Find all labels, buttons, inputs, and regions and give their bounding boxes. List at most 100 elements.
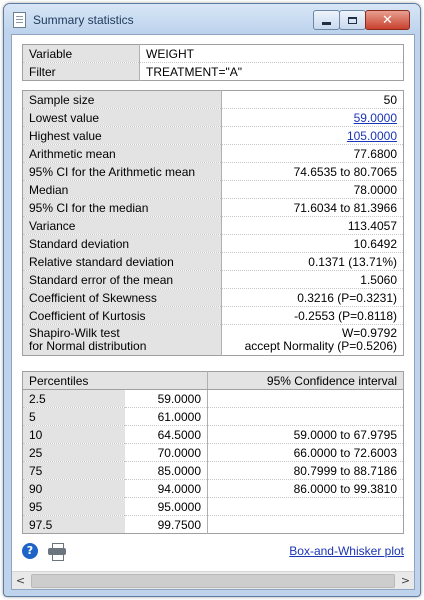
- normality-value: W=0.9792 accept Normality (P=0.5206): [221, 324, 404, 356]
- stat-value: 105.0000: [221, 126, 404, 145]
- stat-value: 50: [221, 90, 404, 109]
- percentile-value: 95.0000: [125, 497, 208, 516]
- stat-row: 95% CI for the Arithmetic mean 74.6535 to…: [22, 162, 404, 181]
- stat-value-text: 113.4057: [347, 218, 397, 233]
- report-content: Variable WEIGHT Filter TREATMENT="A" Sam…: [11, 34, 415, 590]
- percentile-value: 85.0000: [125, 461, 208, 480]
- percentile-row: 5 61.0000: [22, 407, 404, 426]
- filter-row: Filter TREATMENT="A": [22, 62, 404, 81]
- maximize-icon: [348, 16, 357, 24]
- percentile-value: 61.0000: [125, 407, 208, 426]
- title-bar[interactable]: Summary statistics ✕: [4, 4, 420, 34]
- percentile-label: 2.5: [22, 389, 125, 408]
- stat-value: 59.0000: [221, 108, 404, 127]
- stat-label: Arithmetic mean: [22, 144, 222, 163]
- stat-label: Relative standard deviation: [22, 252, 222, 271]
- stat-label: 95% CI for the Arithmetic mean: [22, 162, 222, 181]
- percentiles-header-row: Percentiles 95% Confidence interval: [22, 371, 404, 390]
- percentile-value: 70.0000: [125, 443, 208, 462]
- stat-row: Relative standard deviation 0.1371 (13.71…: [22, 252, 404, 271]
- normality-row: Shapiro-Wilk test for Normal distributio…: [22, 324, 404, 356]
- normality-value-line2: accept Normality (P=0.5206): [244, 339, 397, 353]
- statistics-table: Sample size 50 Lowest value 59.0000 Highest …: [22, 90, 404, 356]
- percentiles-header: Percentiles: [22, 371, 125, 390]
- scroll-right-arrow-icon[interactable]: >: [400, 574, 411, 587]
- percentile-row: 90 94.0000 86.0000 to 99.3810: [22, 479, 404, 498]
- percentile-label: 5: [22, 407, 125, 426]
- scroll-left-arrow-icon[interactable]: <: [15, 574, 26, 587]
- stat-row: Arithmetic mean 77.6800: [22, 144, 404, 163]
- percentile-label: 10: [22, 425, 125, 444]
- stat-row: 95% CI for the median 71.6034 to 81.3966: [22, 198, 404, 217]
- stat-value-text: 1.5060: [360, 272, 397, 287]
- stat-row: Median 78.0000: [22, 180, 404, 199]
- stat-value-link[interactable]: 105.0000: [346, 128, 397, 143]
- horizontal-scrollbar[interactable]: < >: [12, 571, 414, 589]
- percentile-label: 75: [22, 461, 125, 480]
- stat-row: Variance 113.4057: [22, 216, 404, 235]
- percentile-label: 95: [22, 497, 125, 516]
- percentiles-table: Percentiles 95% Confidence interval 2.5 5…: [22, 371, 404, 534]
- stat-row: Standard error of the mean 1.5060: [22, 270, 404, 289]
- close-icon: ✕: [382, 12, 393, 28]
- document-icon: [13, 12, 26, 28]
- stat-value-text: 0.1371 (13.71%): [308, 254, 397, 269]
- percentile-row: 10 64.5000 59.0000 to 67.9795: [22, 425, 404, 444]
- summary-statistics-window: Summary statistics ✕ Variable WEIGHT Fil…: [3, 3, 421, 597]
- close-button[interactable]: ✕: [365, 10, 410, 30]
- percentile-value: 59.0000: [125, 389, 208, 408]
- percentile-label: 90: [22, 479, 125, 498]
- printer-icon[interactable]: [48, 543, 66, 561]
- stat-label: Lowest value: [22, 108, 222, 127]
- stat-value: 0.3216 (P=0.3231): [221, 288, 404, 307]
- stat-row: Lowest value 59.0000: [22, 108, 404, 127]
- maximize-button[interactable]: [339, 10, 366, 30]
- normality-value-line1: W=0.9792: [341, 326, 397, 340]
- stat-value: 0.1371 (13.71%): [221, 252, 404, 271]
- stat-value-text: -0.2553 (P=0.8118): [294, 308, 397, 323]
- percentile-ci: 59.0000 to 67.9795: [207, 425, 404, 444]
- percentile-ci: 80.7999 to 88.7186: [207, 461, 404, 480]
- stat-row: Sample size 50: [22, 90, 404, 109]
- help-icon[interactable]: ?: [22, 543, 38, 559]
- percentile-label: 97.5: [22, 515, 125, 534]
- stat-value: 10.6492: [221, 234, 404, 253]
- window-title: Summary statistics: [33, 13, 134, 27]
- stat-value-link[interactable]: 59.0000: [353, 110, 397, 125]
- percentile-ci: 86.0000 to 99.3810: [207, 479, 404, 498]
- minimize-button[interactable]: [313, 10, 340, 30]
- stat-value-text: 0.3216 (P=0.3231): [297, 290, 397, 305]
- stat-value: 113.4057: [221, 216, 404, 235]
- stat-label: Median: [22, 180, 222, 199]
- percentile-value: 94.0000: [125, 479, 208, 498]
- stat-label: Coefficient of Skewness: [22, 288, 222, 307]
- stat-value-text: 10.6492: [353, 236, 397, 251]
- percentile-value-header: [125, 371, 208, 390]
- stat-label: Coefficient of Kurtosis: [22, 306, 222, 325]
- minimize-icon: [322, 22, 331, 25]
- normality-label-line1: Shapiro-Wilk test: [29, 326, 120, 340]
- percentile-row: 97.5 99.7500: [22, 515, 404, 534]
- percentile-ci: [207, 389, 404, 408]
- box-and-whisker-plot-link[interactable]: Box-and-Whisker plot: [289, 544, 404, 558]
- percentile-row: 75 85.0000 80.7999 to 88.7186: [22, 461, 404, 480]
- bottom-toolbar: ? Box-and-Whisker plot: [22, 541, 404, 561]
- scrollbar-thumb[interactable]: [31, 574, 395, 588]
- stat-label: 95% CI for the median: [22, 198, 222, 217]
- stat-label: Standard error of the mean: [22, 270, 222, 289]
- variable-table: Variable WEIGHT Filter TREATMENT="A": [22, 44, 404, 81]
- stat-row: Coefficient of Skewness 0.3216 (P=0.3231): [22, 288, 404, 307]
- filter-value: TREATMENT="A": [139, 62, 404, 81]
- percentile-ci: [207, 515, 404, 534]
- percentile-value: 64.5000: [125, 425, 208, 444]
- stat-value: 1.5060: [221, 270, 404, 289]
- stat-label: Sample size: [22, 90, 222, 109]
- stat-value-text: 71.6034 to 81.3966: [293, 200, 397, 215]
- normality-label: Shapiro-Wilk test for Normal distributio…: [22, 324, 222, 356]
- filter-label: Filter: [22, 62, 140, 81]
- percentile-row: 95 95.0000: [22, 497, 404, 516]
- stat-row: Standard deviation 10.6492: [22, 234, 404, 253]
- stat-value-text: 77.6800: [353, 146, 397, 161]
- ci-header: 95% Confidence interval: [207, 371, 404, 390]
- stat-value: -0.2553 (P=0.8118): [221, 306, 404, 325]
